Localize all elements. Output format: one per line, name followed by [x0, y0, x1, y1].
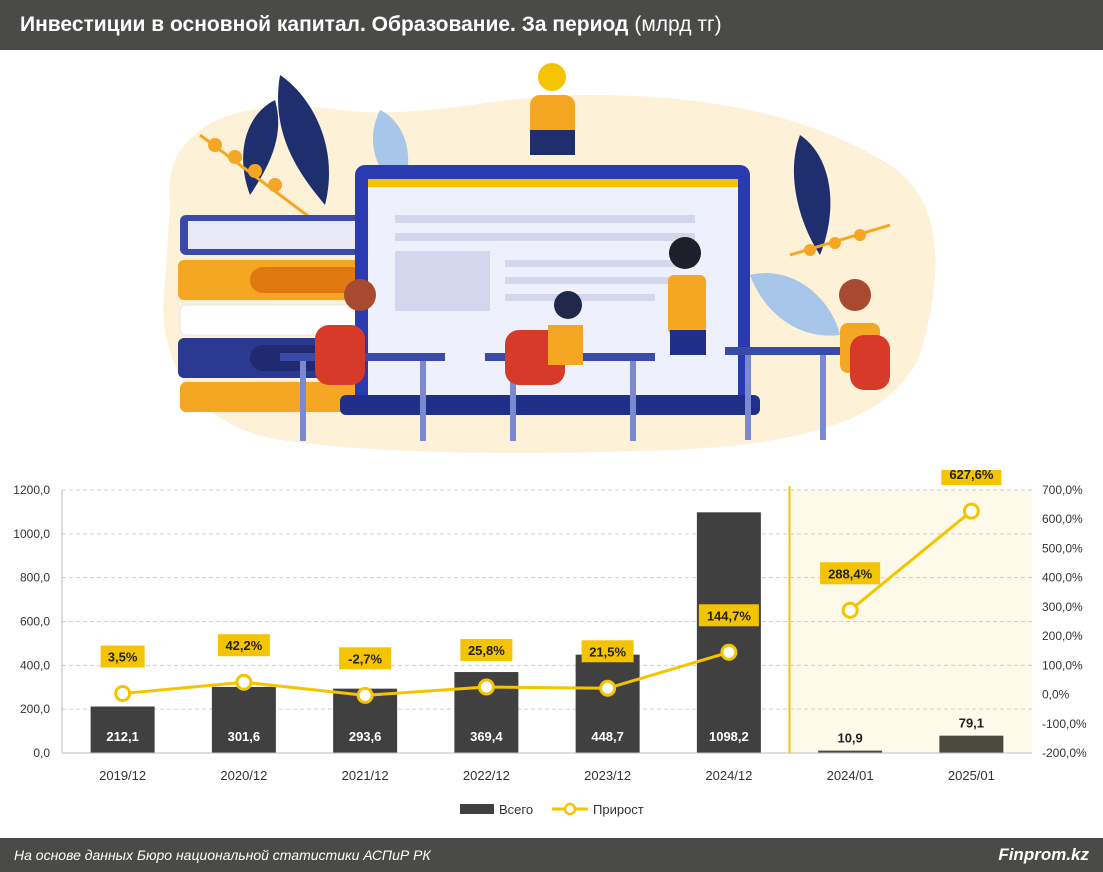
left-axis-tick-label: 0,0 [33, 746, 50, 760]
growth-line-segment [122, 650, 730, 697]
right-axis-tick-label: 500,0% [1042, 541, 1083, 555]
bar-value-label: 79,1 [959, 716, 984, 731]
bar [696, 512, 761, 753]
growth-label: 144,7% [707, 608, 752, 623]
growth-label-box [581, 640, 634, 663]
left-axis-tick-label: 200,0 [20, 702, 50, 716]
growth-point [599, 679, 617, 697]
growth-line-segment [849, 509, 973, 612]
right-axis-tick-label: 0,0% [1042, 688, 1070, 702]
growth-label-box [339, 647, 392, 670]
bar [211, 686, 276, 753]
right-axis-tick-label: -200,0% [1042, 746, 1087, 760]
footer-bar: На основе данных Бюро национальной стати… [0, 838, 1103, 872]
right-axis: -200,0% -100,0% 0,0% 100,0% 200,0% 300,0% 400,… [1042, 483, 1087, 760]
chart-title-unit: (млрд тг) [634, 13, 722, 36]
right-axis-tick-label: 600,0% [1042, 512, 1083, 526]
legend-line-marker [563, 802, 577, 816]
right-axis-tick-label: 300,0% [1042, 600, 1083, 614]
growth-point [114, 685, 132, 703]
growth-point [235, 673, 253, 691]
bar [818, 750, 883, 753]
left-axis-tick-label: 1200,0 [13, 483, 50, 497]
bars: 212,1 301,6 293,6 369,4 448,7 1098,2 10,9 79,1 [62, 512, 1032, 754]
chart-title-bar: Инвестиции в основной капитал. Образован… [0, 0, 1103, 50]
x-axis: 2019/12 2020/12 2021/12 2022/12 2023/12 2024/… [99, 768, 995, 783]
growth-label-box [820, 562, 881, 585]
left-axis-tick-label: 800,0 [20, 571, 50, 585]
footer-source: На основе данных Бюро национальной стати… [14, 847, 431, 863]
bar-value-label: 293,6 [349, 729, 382, 744]
growth-label: 25,8% [468, 643, 505, 658]
x-axis-category-label: 2023/12 [584, 768, 631, 783]
bar-value-label: 448,7 [591, 729, 624, 744]
bar [90, 706, 155, 753]
right-axis-tick-label: 200,0% [1042, 629, 1083, 643]
right-axis-tick-label: 700,0% [1042, 483, 1083, 497]
bar-value-label: 10,9 [837, 731, 862, 746]
growth-label: 3,5% [108, 650, 138, 665]
x-axis-category-label: 2022/12 [463, 768, 510, 783]
x-axis-category-label: 2020/12 [220, 768, 267, 783]
growth-point [841, 601, 859, 619]
growth-label: 288,4% [828, 566, 873, 581]
legend-bar-label: Всего [499, 802, 533, 817]
growth-point [477, 678, 495, 696]
growth-label: 627,6% [949, 470, 994, 482]
footer-brand: Finprom.kz [998, 845, 1089, 864]
right-axis-tick-label: -100,0% [1042, 717, 1087, 731]
growth-point [720, 643, 738, 661]
bar-value-label: 212,1 [106, 729, 139, 744]
left-axis: 0,0 200,0 400,0 600,0 800,0 1000,0 1200,0 [13, 483, 63, 760]
growth-point [356, 686, 374, 704]
growth-label: 42,2% [225, 638, 262, 653]
x-axis-category-label: 2024/01 [827, 768, 874, 783]
education-illustration [150, 55, 950, 465]
bar-value-label: 301,6 [228, 729, 261, 744]
legend-line-label: Прирост [593, 802, 644, 817]
investment-chart: 0,0 200,0 400,0 600,0 800,0 1000,0 1200,0 -200… [0, 463, 1103, 830]
right-axis-tick-label: 400,0% [1042, 571, 1083, 585]
growth-label-box [217, 634, 270, 657]
chart-svg: 0,0 200,0 400,0 600,0 800,0 1000,0 1200,0 -200… [13, 463, 1087, 817]
x-axis-category-label: 2025/01 [948, 768, 995, 783]
legend: Всего Прирост [460, 802, 644, 817]
bar [575, 654, 640, 753]
x-axis-category-label: 2024/12 [705, 768, 752, 783]
growth-label: 21,5% [589, 644, 626, 659]
legend-bar-swatch [460, 804, 494, 814]
growth-label-box [460, 639, 513, 662]
x-axis-category-label: 2019/12 [99, 768, 146, 783]
growth-label-box [100, 645, 145, 668]
growth-line: 3,5% 42,2% -2,7% 25,8% 21,5% 144,7% 288,4% 627,… [100, 463, 1002, 704]
right-axis-tick-label: 100,0% [1042, 658, 1083, 672]
growth-label: -2,7% [348, 651, 382, 666]
left-axis-tick-label: 600,0 [20, 615, 50, 629]
growth-label-box [698, 604, 759, 627]
x-axis-category-label: 2021/12 [342, 768, 389, 783]
left-axis-tick-label: 400,0 [20, 658, 50, 672]
bar [939, 735, 1004, 753]
bar-value-label: 369,4 [470, 729, 503, 744]
growth-point [962, 502, 980, 520]
left-axis-tick-label: 1000,0 [13, 527, 50, 541]
chart-title: Инвестиции в основной капитал. Образован… [20, 13, 629, 36]
bar-value-label: 1098,2 [709, 729, 749, 744]
